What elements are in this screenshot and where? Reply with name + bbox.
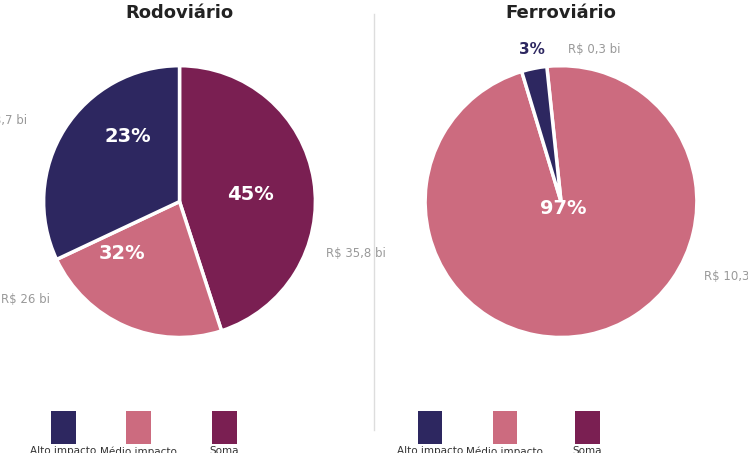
- Text: 23%: 23%: [105, 127, 151, 146]
- Text: Alto impacto
setorial: Alto impacto setorial: [397, 446, 463, 453]
- Text: Alto impacto
setorial: Alto impacto setorial: [31, 446, 96, 453]
- Text: Soma
baixo impacto
e não avaliado: Soma baixo impacto e não avaliado: [549, 446, 625, 453]
- Wedge shape: [425, 66, 697, 337]
- Text: R$ 18,7 bi: R$ 18,7 bi: [0, 114, 28, 126]
- Wedge shape: [521, 67, 561, 202]
- Text: Médio impacto
setorial: Médio impacto setorial: [100, 446, 177, 453]
- Wedge shape: [180, 66, 316, 331]
- Text: 32%: 32%: [99, 244, 146, 263]
- Text: R$ 0,3 bi: R$ 0,3 bi: [568, 43, 620, 56]
- Text: Soma
baixo impacto
e não avaliado: Soma baixo impacto e não avaliado: [186, 446, 263, 453]
- Text: 45%: 45%: [227, 185, 274, 204]
- Title: Ferroviário: Ferroviário: [506, 4, 616, 22]
- Wedge shape: [57, 202, 221, 337]
- Text: Médio impacto
setorial: Médio impacto setorial: [467, 446, 543, 453]
- Text: 3%: 3%: [519, 42, 545, 57]
- Text: R$ 35,8 bi: R$ 35,8 bi: [326, 247, 386, 260]
- Title: Rodoviário: Rodoviário: [126, 4, 233, 22]
- Text: R$ 26 bi: R$ 26 bi: [1, 293, 50, 306]
- Text: 97%: 97%: [541, 199, 587, 218]
- Text: R$ 10,3 bi: R$ 10,3 bi: [704, 270, 748, 283]
- Wedge shape: [43, 66, 180, 260]
